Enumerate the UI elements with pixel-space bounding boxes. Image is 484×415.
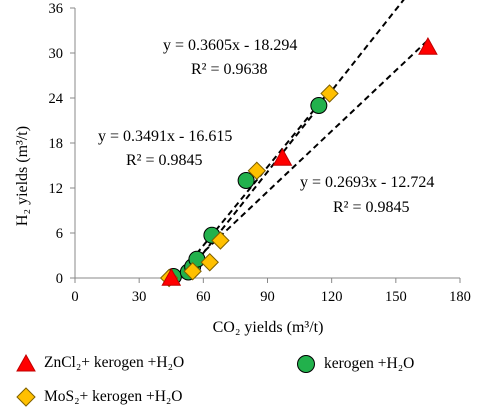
red-triangle-icon — [16, 354, 36, 372]
trendline — [183, 0, 405, 278]
annotation-eq-1: y = 0.3605x - 18.294 — [163, 37, 297, 54]
x-tick-label: 0 — [71, 289, 78, 305]
legend-label-mos2: MoS₂+ kerogen +H₂O — [44, 388, 183, 405]
x-axis-title: CO₂ yields (m³/t) — [213, 319, 324, 336]
annotation-r2-3: R² = 0.9845 — [333, 199, 410, 216]
mos2-point — [320, 84, 339, 103]
y-tick-label: 24 — [49, 91, 64, 107]
legend-item-zncl2: ZnCl₂+ kerogen +H₂O — [16, 354, 184, 372]
data-points — [159, 36, 438, 288]
annotation-r2-1: R² = 0.9638 — [191, 61, 268, 78]
y-tick-label: 0 — [56, 271, 63, 287]
mos2-point — [247, 161, 267, 180]
annotation-eq-3: y = 0.2693x - 12.724 — [300, 174, 434, 191]
annotation-eq-2: y = 0.3491x - 16.615 — [98, 128, 232, 145]
y-tick-label: 18 — [49, 136, 64, 152]
zncl2-point — [272, 147, 293, 166]
x-tick-label: 90 — [260, 289, 275, 305]
zncl2-point — [161, 267, 182, 286]
legend-label-zncl2: ZnCl₂+ kerogen +H₂O — [44, 354, 185, 371]
trendline — [174, 39, 429, 280]
y-axis-title: H₂ yields (m³/t) — [14, 126, 31, 226]
y-tick-label: 12 — [49, 181, 64, 197]
x-tick-label: 120 — [321, 289, 343, 305]
yellow-diamond-icon — [16, 387, 36, 407]
legend-item-mos2: MoS₂+ kerogen +H₂O — [16, 387, 183, 407]
axes: 0 30 60 90 120 150 180 0 6 12 18 24 30 36 — [49, 1, 471, 305]
y-tick-label: 6 — [56, 226, 63, 242]
legend: ZnCl₂+ kerogen +H₂O kerogen +H₂O MoS₂+ k… — [0, 350, 484, 415]
kerogen-point — [310, 97, 328, 114]
y-tick-label: 30 — [49, 46, 64, 62]
mos2-point — [200, 253, 219, 272]
x-tick-label: 180 — [449, 289, 471, 305]
kerogen-point — [237, 172, 255, 189]
x-tick-label: 60 — [196, 289, 211, 305]
x-tick-label: 150 — [385, 289, 407, 305]
mos2-point — [183, 262, 202, 281]
legend-label-kerogen: kerogen +H₂O — [324, 355, 415, 372]
mos2-point — [211, 231, 230, 250]
chart-area: 0 30 60 90 120 150 180 0 6 12 18 24 30 36 y = 0.3605x… — [14, 0, 471, 336]
y-tick-label: 36 — [49, 1, 64, 17]
zncl2-point — [418, 36, 438, 55]
annotation-r2-2: R² = 0.9845 — [126, 152, 203, 169]
green-circle-icon — [297, 355, 315, 373]
legend-item-kerogen: kerogen +H₂O — [296, 354, 414, 374]
x-tick-label: 30 — [132, 289, 147, 305]
